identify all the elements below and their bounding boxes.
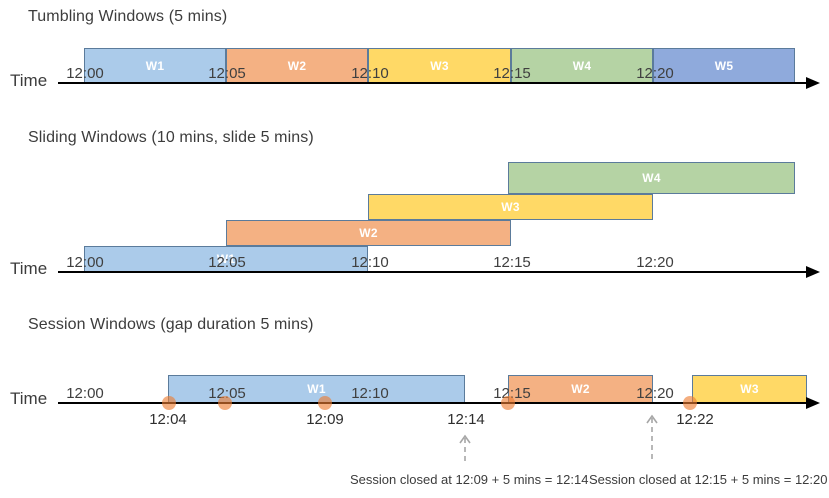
window-label-w2: W2 (287, 58, 307, 73)
sliding-window-w2: W2 (226, 220, 511, 246)
tick-tumbling-1200: 12:00 (66, 65, 104, 82)
dashed-arrow-up-icon (646, 414, 658, 463)
tick-session-1205: 12:05 (208, 385, 246, 402)
tick-tumbling-1215: 12:15 (493, 65, 531, 82)
event-dot-1209 (318, 396, 332, 410)
tumbling-window-w1: W1 (84, 48, 226, 83)
dashed-arrow-up-icon (459, 434, 471, 463)
tick-sliding-1200: 12:00 (66, 254, 104, 271)
tick-tumbling-1210: 12:10 (351, 65, 389, 82)
axis-label-time-sliding: Time (10, 259, 48, 278)
time-axis-session (58, 402, 808, 404)
tumbling-window-w3: W3 (368, 48, 511, 83)
tick-session-1220: 12:20 (636, 385, 674, 402)
tick-sliding-1215: 12:15 (493, 254, 531, 271)
event-dot-1204 (162, 396, 176, 410)
tick-session-1210: 12:10 (351, 385, 389, 402)
window-label-w4: W4 (572, 58, 592, 73)
time-axis-sliding (58, 271, 808, 273)
tick-sliding-1210: 12:10 (351, 254, 389, 271)
event-dot-1222 (683, 396, 697, 410)
window-label-w3: W3 (501, 200, 520, 214)
session-closed-annotation-2: Session closed at 12:15 + 5 mins = 12:20 (589, 472, 828, 487)
event-time-label-1214: 12:14 (447, 411, 485, 428)
tick-tumbling-1220: 12:20 (636, 65, 674, 82)
window-label-w4: W4 (642, 171, 661, 185)
section-title-session: Session Windows (gap duration 5 mins) (28, 316, 314, 333)
tick-sliding-1205: 12:05 (208, 254, 246, 271)
section-title-sliding: Sliding Windows (10 mins, slide 5 mins) (28, 129, 314, 146)
event-dot-1205 (218, 396, 232, 410)
axis-arrowhead-icon (806, 266, 820, 278)
axis-label-time-session: Time (10, 389, 48, 408)
window-label-w3: W3 (740, 382, 759, 396)
axis-arrowhead-icon (806, 397, 820, 409)
window-label-w1: W1 (216, 252, 236, 266)
window-label-w2: W2 (571, 382, 590, 396)
section-title-tumbling: Tumbling Windows (5 mins) (28, 8, 228, 25)
event-time-label-1222: 12:22 (676, 411, 714, 428)
sliding-window-w3: W3 (368, 194, 653, 220)
session-window-w1: W1 (168, 375, 465, 403)
session-window-w3: W3 (692, 375, 807, 403)
session-closed-annotation-1: Session closed at 12:09 + 5 mins = 12:14 (350, 472, 589, 487)
sliding-window-w4: W4 (508, 162, 795, 194)
window-label-w1: W1 (307, 382, 326, 396)
tumbling-window-w5: W5 (653, 48, 795, 83)
event-time-label-1204: 12:04 (149, 411, 187, 428)
window-label-w3: W3 (430, 58, 449, 73)
event-time-label-1209: 12:09 (306, 411, 344, 428)
window-label-w5: W5 (714, 58, 734, 73)
event-dot-1215 (501, 396, 515, 410)
axis-arrowhead-icon (806, 77, 820, 89)
session-window-w2: W2 (508, 375, 653, 403)
window-label-w2: W2 (359, 226, 378, 240)
sliding-window-w1: W1 (84, 246, 368, 272)
window-label-w1: W1 (145, 58, 165, 73)
axis-label-time-tumbling: Time (10, 71, 48, 90)
time-axis-tumbling (58, 82, 808, 84)
tick-session-1200: 12:00 (66, 385, 104, 402)
tick-tumbling-1205: 12:05 (208, 65, 246, 82)
tick-sliding-1220: 12:20 (636, 254, 674, 271)
